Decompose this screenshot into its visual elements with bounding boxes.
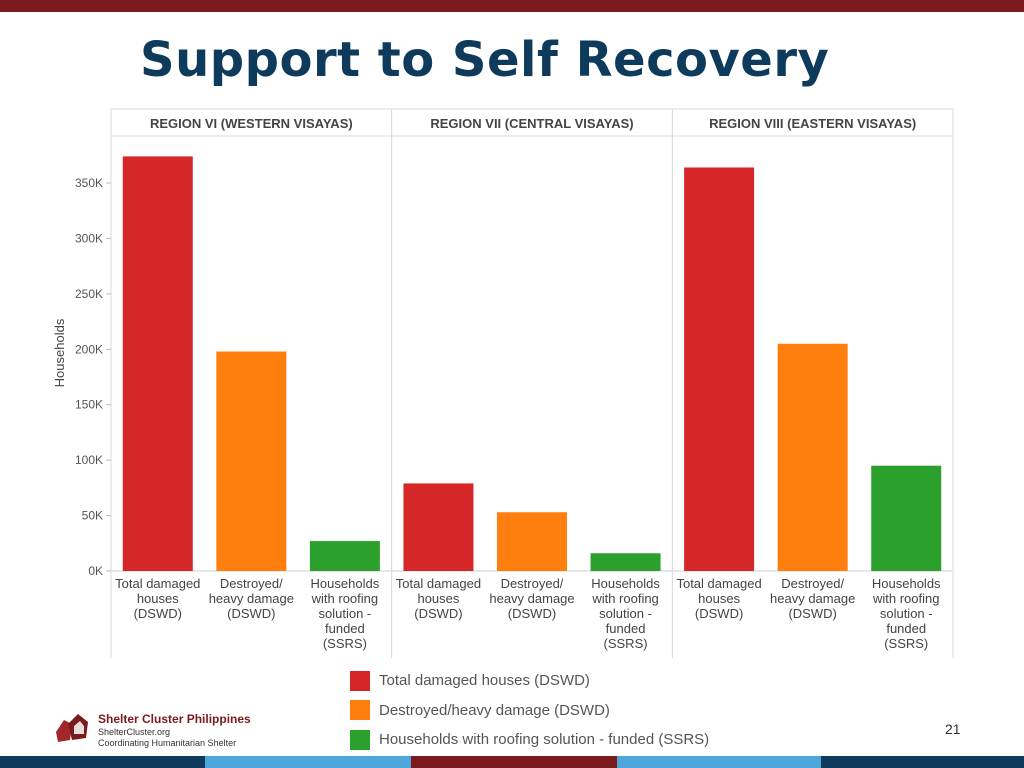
y-axis-title: Households xyxy=(52,318,67,387)
category-label: Total damaged houses (DSWD) xyxy=(676,576,761,621)
slide-title: Support to Self Recovery xyxy=(140,32,830,88)
category-label: Households with roofing solution -funded (S… xyxy=(591,576,660,651)
logo-block: Shelter Cluster Philippines ShelterClust… xyxy=(52,708,282,748)
hands-house-icon xyxy=(56,714,88,742)
bottom-bar-segment xyxy=(617,756,821,768)
chart-legend: Total damaged houses (DSWD) Destroyed/he… xyxy=(350,666,709,755)
bar xyxy=(497,512,567,571)
top-accent-bar xyxy=(0,0,1024,12)
category-label: Destroyed/heavy damage (DSWD) xyxy=(489,576,574,621)
y-tick-label: 100K xyxy=(75,453,103,467)
category-label: Total damaged houses (DSWD) xyxy=(115,576,200,621)
panel-header: REGION VII (CENTRAL VISAYAS) xyxy=(430,116,633,131)
y-tick-label: 250K xyxy=(75,287,103,301)
bottom-bar-segment xyxy=(0,756,205,768)
bar xyxy=(777,343,848,571)
category-label: Households with roofing solution -funded (S… xyxy=(311,576,380,651)
bottom-bar-segment xyxy=(205,756,411,768)
legend-item-roofing: Households with roofing solution - funde… xyxy=(350,725,709,755)
legend-swatch-orange xyxy=(350,700,370,721)
legend-item-total-damaged: Total damaged houses (DSWD) xyxy=(350,666,709,696)
category-label: Households with roofing solution -funded (S… xyxy=(872,576,941,651)
y-tick-label: 350K xyxy=(75,176,103,190)
legend-swatch-red xyxy=(350,670,370,691)
org-name: Shelter Cluster Philippines xyxy=(98,712,251,726)
bar xyxy=(684,167,755,572)
legend-swatch-green xyxy=(350,729,370,750)
y-tick-label: 150K xyxy=(75,398,103,412)
bottom-bar-segment xyxy=(411,756,617,768)
legend-label: Households with roofing solution - funde… xyxy=(379,731,710,749)
bottom-bar-segment xyxy=(821,756,1024,768)
bar xyxy=(403,483,474,571)
panel-header: REGION VI (WESTERN VISAYAS) xyxy=(150,116,353,131)
bar xyxy=(122,156,193,571)
category-label: Destroyed/heavy damage (DSWD) xyxy=(770,576,855,621)
y-tick-label: 300K xyxy=(75,231,103,245)
bottom-accent-bar xyxy=(0,756,1024,768)
y-tick-label: 200K xyxy=(75,342,103,356)
legend-label: Destroyed/heavy damage (DSWD) xyxy=(379,701,610,719)
bar xyxy=(216,351,287,571)
legend-label: Total damaged houses (DSWD) xyxy=(379,672,590,690)
page-number: 21 xyxy=(945,721,961,737)
bar xyxy=(309,541,380,571)
org-url[interactable]: ShelterCluster.org xyxy=(98,727,171,737)
bar xyxy=(871,465,942,571)
y-tick-label: 50K xyxy=(82,509,103,523)
org-tagline: Coordinating Humanitarian Shelter xyxy=(98,738,237,748)
bar xyxy=(590,553,661,571)
category-label: Total damaged houses (DSWD) xyxy=(396,576,481,621)
panel-header: REGION VIII (EASTERN VISAYAS) xyxy=(709,116,916,131)
y-tick-label: 0K xyxy=(88,564,103,578)
category-label: Destroyed/heavy damage (DSWD) xyxy=(209,576,294,621)
legend-item-destroyed: Destroyed/heavy damage (DSWD) xyxy=(350,696,709,726)
